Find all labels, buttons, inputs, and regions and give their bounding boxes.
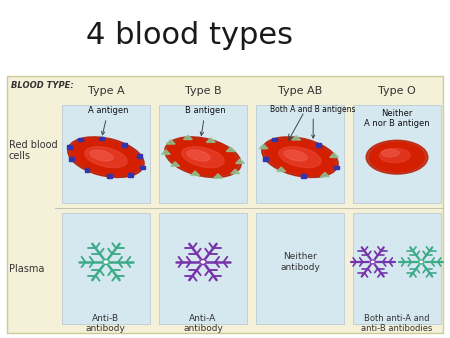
Ellipse shape: [168, 139, 238, 175]
Circle shape: [200, 260, 206, 264]
Bar: [99, 137, 104, 140]
Polygon shape: [191, 171, 199, 175]
Text: Both A and B antigens: Both A and B antigens: [270, 104, 356, 138]
FancyBboxPatch shape: [62, 213, 150, 324]
Bar: [334, 166, 339, 169]
Text: B antigen: B antigen: [185, 106, 225, 136]
FancyBboxPatch shape: [159, 213, 247, 324]
Bar: [122, 143, 127, 147]
Bar: [85, 168, 90, 172]
Polygon shape: [259, 144, 268, 149]
Circle shape: [103, 260, 109, 264]
Ellipse shape: [379, 148, 410, 163]
FancyBboxPatch shape: [62, 105, 150, 203]
Ellipse shape: [279, 147, 321, 168]
Text: Type O: Type O: [378, 86, 416, 96]
Text: Anti-A
antibody: Anti-A antibody: [183, 314, 223, 333]
Ellipse shape: [187, 150, 210, 161]
Polygon shape: [214, 174, 222, 178]
Ellipse shape: [68, 137, 144, 177]
Polygon shape: [226, 147, 235, 151]
Circle shape: [418, 260, 424, 264]
Text: Type AB: Type AB: [278, 86, 322, 96]
Text: 4 blood types: 4 blood types: [86, 21, 292, 50]
Text: Type B: Type B: [184, 86, 221, 96]
Bar: [301, 174, 306, 178]
FancyBboxPatch shape: [353, 105, 441, 203]
Polygon shape: [162, 150, 170, 154]
Ellipse shape: [265, 139, 335, 175]
FancyBboxPatch shape: [256, 213, 344, 324]
Bar: [107, 174, 112, 178]
Polygon shape: [207, 138, 215, 142]
Ellipse shape: [366, 140, 428, 174]
Polygon shape: [236, 159, 244, 164]
Polygon shape: [184, 135, 192, 140]
Text: A antigen: A antigen: [88, 106, 128, 135]
Text: Type A: Type A: [88, 86, 124, 96]
Text: Red blood
cells: Red blood cells: [9, 140, 58, 161]
Polygon shape: [292, 136, 301, 140]
Polygon shape: [171, 162, 180, 166]
Polygon shape: [330, 153, 338, 158]
Bar: [137, 154, 142, 158]
FancyBboxPatch shape: [353, 213, 441, 324]
Bar: [69, 157, 74, 161]
Ellipse shape: [165, 137, 241, 177]
Ellipse shape: [182, 147, 224, 168]
Text: Anti-B
antibody: Anti-B antibody: [86, 314, 126, 333]
Bar: [140, 166, 144, 169]
Circle shape: [370, 260, 375, 264]
Ellipse shape: [382, 149, 399, 157]
FancyBboxPatch shape: [256, 105, 344, 203]
Text: Plasma: Plasma: [9, 264, 44, 274]
Bar: [316, 143, 321, 147]
FancyBboxPatch shape: [159, 105, 247, 203]
Polygon shape: [320, 172, 329, 177]
Bar: [263, 157, 268, 161]
Text: BLOOD TYPE:: BLOOD TYPE:: [11, 81, 74, 90]
Polygon shape: [166, 140, 175, 144]
Polygon shape: [231, 169, 239, 174]
Bar: [128, 173, 133, 177]
Ellipse shape: [262, 137, 338, 177]
Text: Neither
antibody: Neither antibody: [280, 252, 320, 272]
Ellipse shape: [369, 142, 424, 172]
Polygon shape: [277, 167, 286, 171]
Text: Both anti-A and
anti-B antibodies: Both anti-A and anti-B antibodies: [361, 314, 433, 333]
Bar: [67, 145, 72, 149]
Bar: [272, 138, 277, 141]
Text: Neither
A nor B antigen: Neither A nor B antigen: [364, 109, 430, 128]
Ellipse shape: [284, 150, 307, 161]
Ellipse shape: [85, 147, 127, 168]
FancyBboxPatch shape: [7, 76, 443, 333]
Ellipse shape: [71, 139, 141, 175]
Ellipse shape: [90, 150, 113, 161]
Bar: [78, 138, 83, 141]
